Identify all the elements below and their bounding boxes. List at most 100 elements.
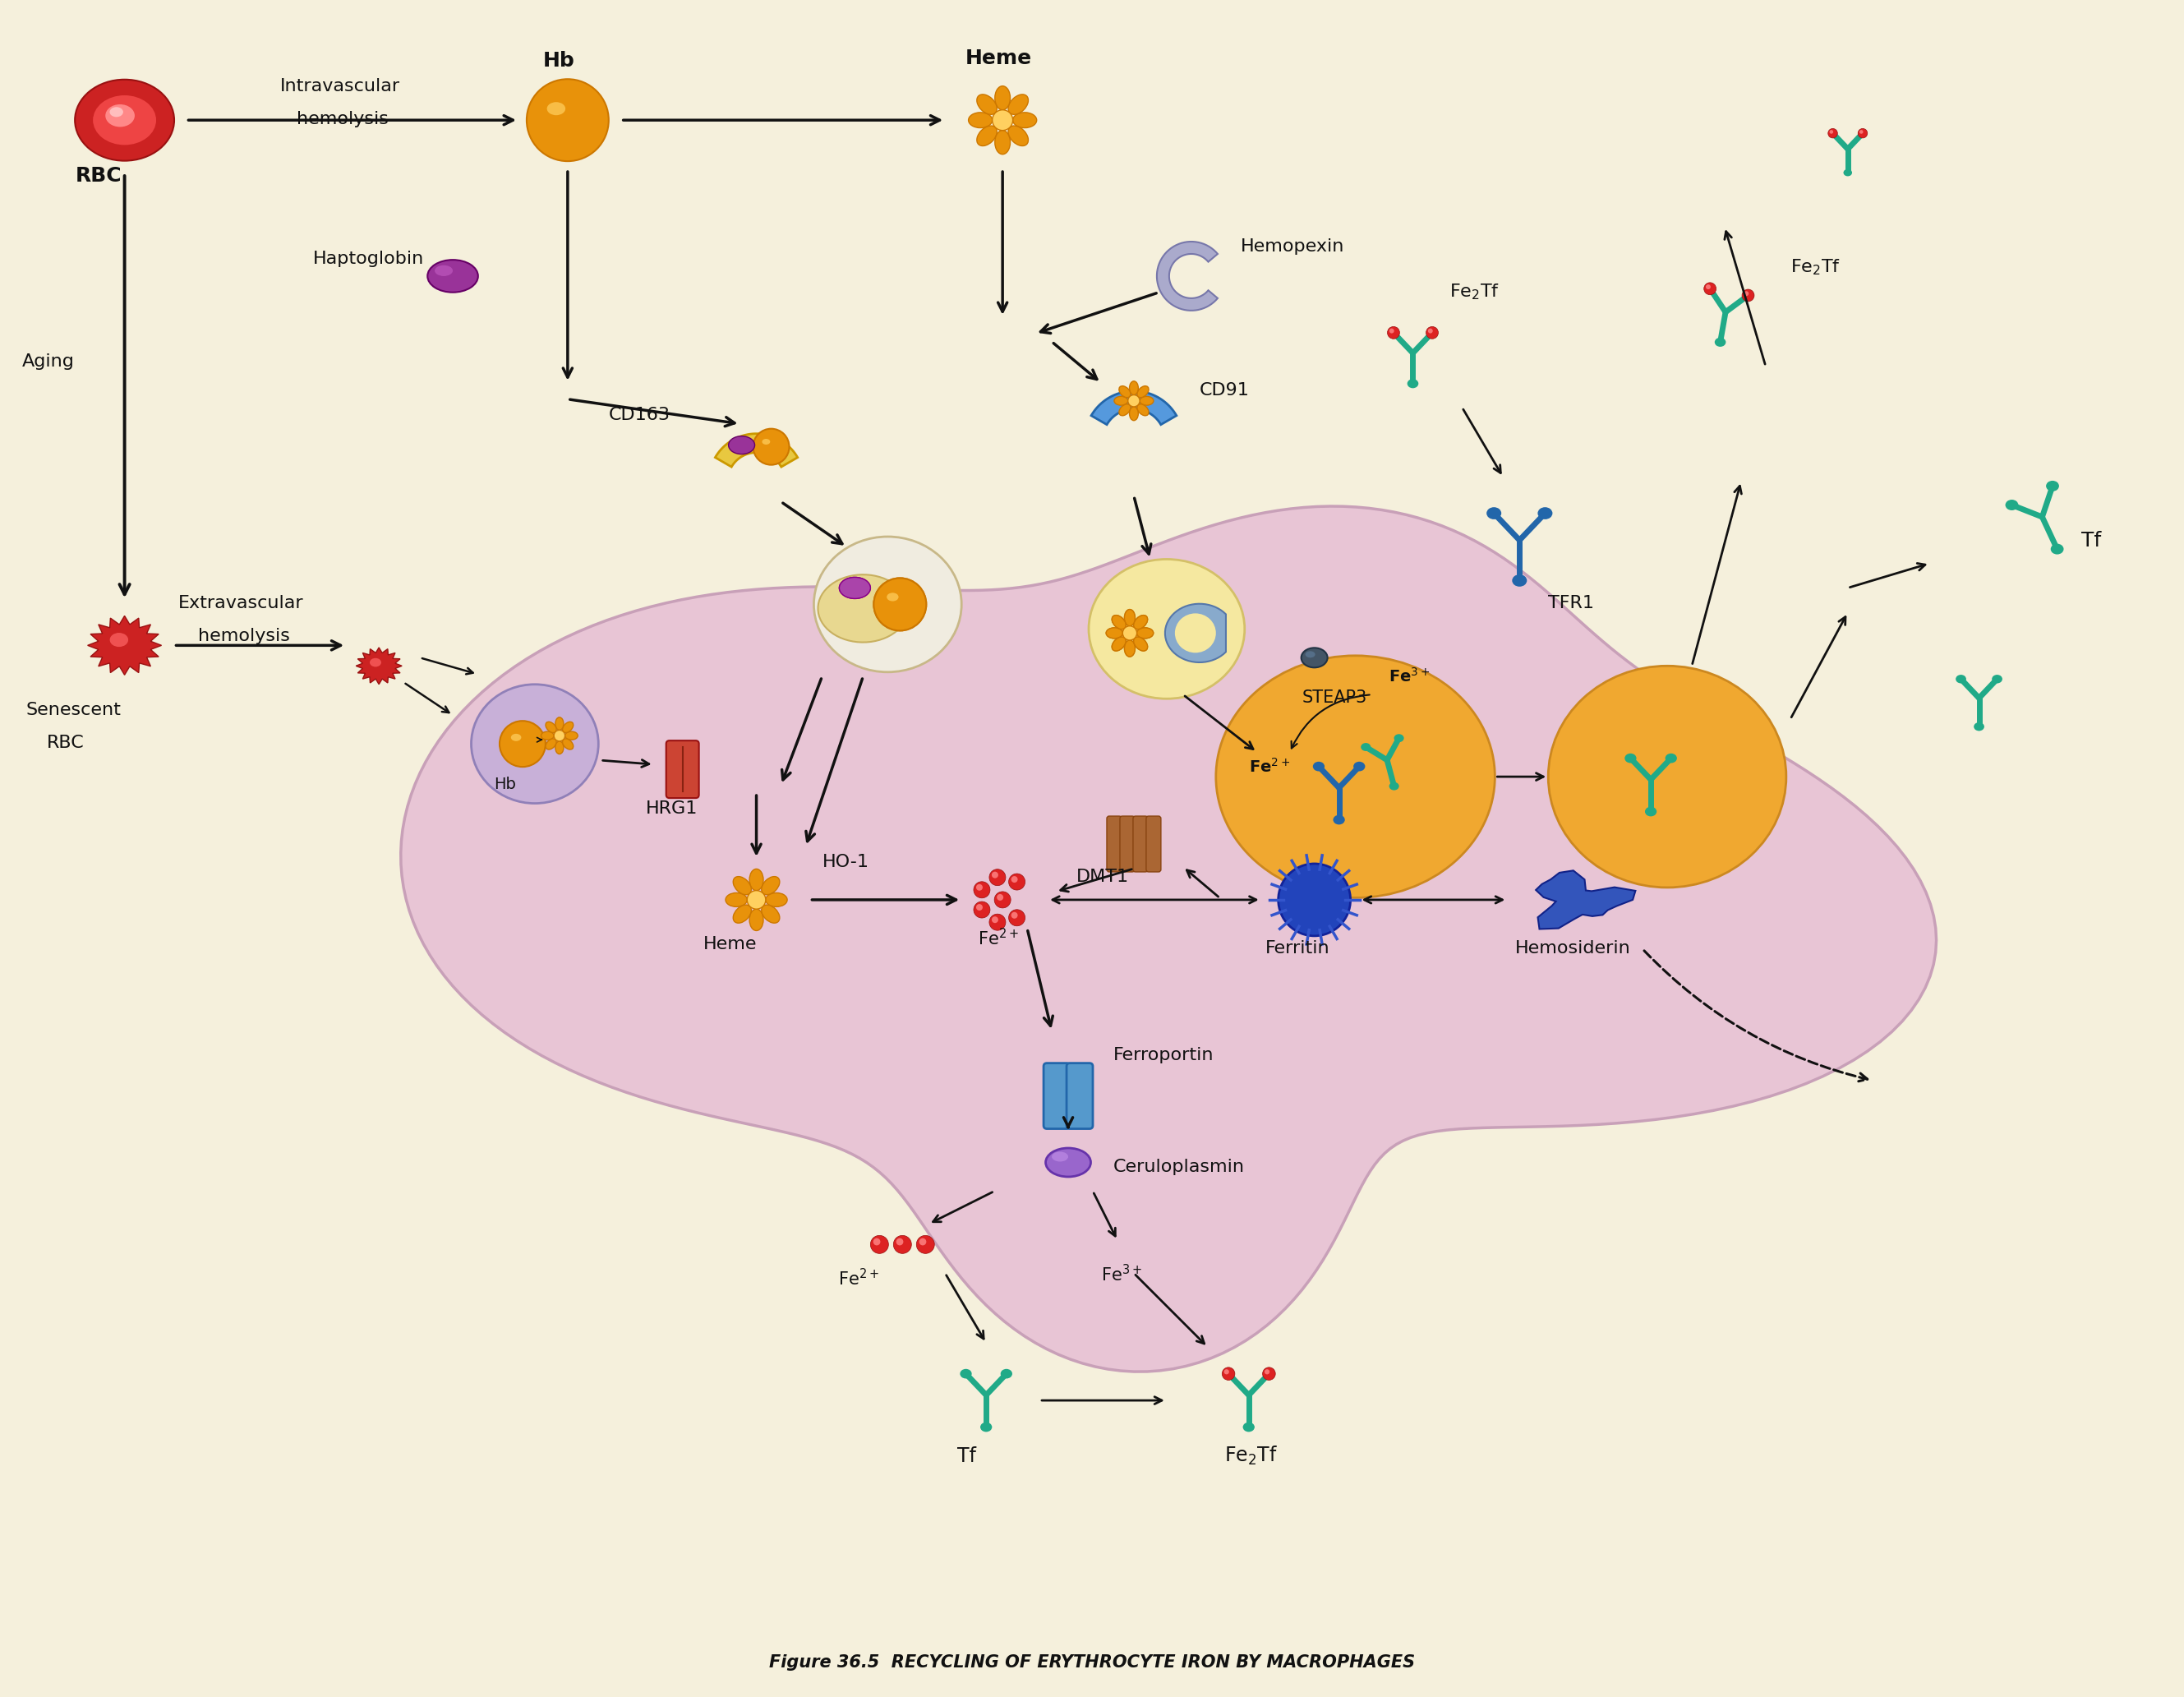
FancyBboxPatch shape [666, 740, 699, 798]
Ellipse shape [1313, 762, 1324, 770]
Circle shape [1127, 395, 1140, 407]
FancyBboxPatch shape [1147, 816, 1162, 872]
Circle shape [994, 891, 1011, 908]
Circle shape [1223, 1368, 1234, 1380]
Ellipse shape [2051, 543, 2064, 555]
Ellipse shape [734, 877, 751, 894]
Ellipse shape [749, 910, 764, 930]
Text: CD91: CD91 [1199, 382, 1249, 399]
Circle shape [1743, 292, 1749, 295]
Text: Aging: Aging [22, 353, 74, 370]
Circle shape [874, 579, 926, 631]
Circle shape [1389, 329, 1393, 333]
Text: Haptoglobin: Haptoglobin [312, 251, 424, 266]
Ellipse shape [1216, 655, 1494, 898]
Circle shape [1011, 911, 1018, 918]
Ellipse shape [1175, 613, 1216, 653]
Ellipse shape [981, 1422, 992, 1432]
Circle shape [1009, 874, 1024, 889]
Ellipse shape [2005, 499, 2018, 511]
Ellipse shape [1114, 397, 1127, 406]
Ellipse shape [762, 440, 771, 445]
Text: hemolysis: hemolysis [297, 110, 389, 127]
Circle shape [1223, 1369, 1230, 1375]
Text: Hb: Hb [544, 51, 574, 71]
Text: Senescent: Senescent [26, 703, 122, 718]
Circle shape [974, 901, 989, 918]
Circle shape [1428, 329, 1433, 333]
Ellipse shape [1112, 636, 1125, 652]
Ellipse shape [1389, 782, 1400, 791]
Circle shape [1426, 326, 1439, 339]
FancyBboxPatch shape [1107, 816, 1123, 872]
Ellipse shape [1714, 338, 1725, 346]
Polygon shape [1535, 871, 1636, 928]
Ellipse shape [1129, 382, 1138, 395]
Circle shape [976, 884, 983, 891]
Ellipse shape [105, 104, 135, 127]
Text: TFR1: TFR1 [1548, 596, 1594, 611]
Ellipse shape [1406, 378, 1417, 389]
Ellipse shape [1138, 404, 1149, 416]
Circle shape [992, 872, 998, 879]
Ellipse shape [1046, 1149, 1090, 1176]
Ellipse shape [725, 893, 747, 906]
FancyBboxPatch shape [1120, 816, 1136, 872]
Ellipse shape [1112, 616, 1125, 630]
Ellipse shape [1704, 283, 1717, 294]
Text: Heme: Heme [703, 935, 758, 952]
Circle shape [1011, 876, 1018, 882]
Ellipse shape [1223, 1369, 1234, 1378]
Ellipse shape [1133, 636, 1147, 652]
Circle shape [874, 1239, 880, 1246]
Text: DMT1: DMT1 [1077, 869, 1129, 886]
Ellipse shape [1487, 507, 1500, 519]
Text: Hemopexin: Hemopexin [1241, 238, 1345, 255]
Text: RBC: RBC [74, 166, 122, 185]
Ellipse shape [1306, 652, 1315, 658]
Ellipse shape [1354, 762, 1365, 770]
Ellipse shape [472, 684, 598, 803]
Ellipse shape [1009, 95, 1029, 114]
Ellipse shape [1112, 636, 1125, 652]
Ellipse shape [749, 869, 764, 891]
Circle shape [526, 80, 609, 161]
Circle shape [1009, 910, 1024, 927]
Ellipse shape [1138, 385, 1149, 397]
Polygon shape [356, 648, 402, 684]
Ellipse shape [729, 436, 756, 455]
Text: RBC: RBC [46, 735, 85, 752]
Text: Intravascular: Intravascular [280, 78, 400, 95]
FancyBboxPatch shape [1044, 1062, 1070, 1129]
Circle shape [1262, 1368, 1275, 1380]
Ellipse shape [1133, 616, 1147, 630]
Polygon shape [87, 616, 162, 675]
Ellipse shape [1053, 1152, 1068, 1161]
Circle shape [1387, 326, 1400, 339]
Ellipse shape [1140, 397, 1153, 406]
Ellipse shape [1105, 628, 1123, 638]
Text: Fe$^{2+}$: Fe$^{2+}$ [839, 1268, 880, 1288]
Ellipse shape [566, 731, 579, 740]
Ellipse shape [1013, 112, 1037, 127]
Ellipse shape [767, 893, 786, 906]
Text: Ferritin: Ferritin [1265, 940, 1330, 957]
Circle shape [974, 882, 989, 898]
Ellipse shape [546, 738, 557, 750]
Ellipse shape [976, 126, 996, 146]
Ellipse shape [968, 112, 992, 127]
Ellipse shape [1118, 385, 1131, 397]
Ellipse shape [839, 577, 871, 599]
Ellipse shape [996, 87, 1011, 110]
Ellipse shape [428, 260, 478, 292]
Circle shape [1704, 283, 1717, 295]
Ellipse shape [1992, 675, 2003, 684]
Polygon shape [819, 575, 898, 641]
Circle shape [917, 1235, 935, 1254]
Text: Heme: Heme [965, 49, 1033, 68]
Ellipse shape [1262, 1369, 1275, 1378]
Ellipse shape [762, 877, 780, 894]
Circle shape [895, 1239, 904, 1246]
Polygon shape [1158, 241, 1219, 311]
Ellipse shape [546, 102, 566, 115]
